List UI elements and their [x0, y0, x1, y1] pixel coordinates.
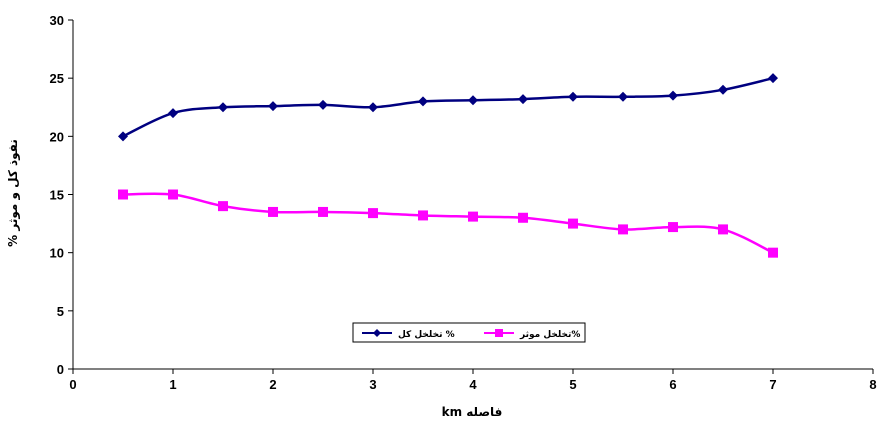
y-axis-title: % نفوذ کل و موثر — [6, 139, 21, 247]
legend-label-effective: تخلخل موثر% — [519, 330, 580, 340]
data-point — [368, 208, 378, 219]
data-point — [118, 131, 128, 142]
x-tick-label: 4 — [469, 377, 477, 392]
data-point — [268, 206, 278, 217]
x-tick-label: 8 — [869, 377, 876, 392]
data-point — [718, 84, 728, 95]
x-axis-title: km فاصله — [442, 405, 503, 419]
y-tick-label: 15 — [50, 188, 64, 203]
x-tick-label: 2 — [269, 377, 276, 392]
data-point — [568, 91, 578, 102]
y-tick-label: 5 — [57, 304, 64, 319]
data-point — [118, 189, 128, 200]
series-2 — [118, 189, 778, 258]
data-point — [218, 201, 228, 212]
data-point — [568, 218, 578, 229]
data-point — [768, 247, 778, 258]
data-point — [768, 73, 778, 84]
y-tick-label: 0 — [57, 362, 64, 377]
data-point — [418, 210, 428, 221]
y-tick-label: 10 — [50, 246, 64, 261]
y-tick-label: 30 — [50, 13, 64, 28]
legend: تخلخل کل % تخلخل موثر% — [352, 322, 586, 343]
data-point — [318, 206, 328, 217]
legend-marker-total — [373, 329, 381, 337]
axes — [72, 20, 873, 370]
series-group — [118, 73, 778, 258]
data-point — [168, 108, 178, 119]
data-point — [318, 99, 328, 110]
data-point — [468, 211, 478, 222]
legend-box — [352, 322, 586, 343]
data-point — [518, 94, 528, 105]
y-axis-ticks: 0 5 10 15 20 25 30 — [50, 13, 73, 377]
x-tick-label: 3 — [369, 377, 376, 392]
x-tick-label: 6 — [669, 377, 676, 392]
legend-marker-effective — [495, 329, 503, 337]
data-point — [618, 91, 628, 102]
data-point — [518, 212, 528, 223]
data-point — [618, 224, 628, 235]
legend-label-total: تخلخل کل % — [398, 330, 455, 340]
data-point — [168, 189, 178, 200]
y-tick-label: 25 — [50, 71, 64, 86]
data-point — [218, 102, 228, 113]
data-point — [418, 96, 428, 107]
data-point — [368, 102, 378, 113]
x-tick-label: 0 — [69, 377, 76, 392]
series-1 — [118, 73, 778, 142]
data-point — [468, 95, 478, 106]
y-tick-label: 20 — [50, 129, 64, 144]
data-point — [718, 224, 728, 235]
x-tick-label: 1 — [169, 377, 176, 392]
data-point — [668, 222, 678, 233]
data-point — [668, 90, 678, 101]
x-tick-label: 7 — [769, 377, 776, 392]
data-point — [268, 101, 278, 112]
x-tick-label: 5 — [569, 377, 576, 392]
x-axis-ticks: 0 1 2 3 4 5 6 7 8 — [69, 369, 877, 392]
